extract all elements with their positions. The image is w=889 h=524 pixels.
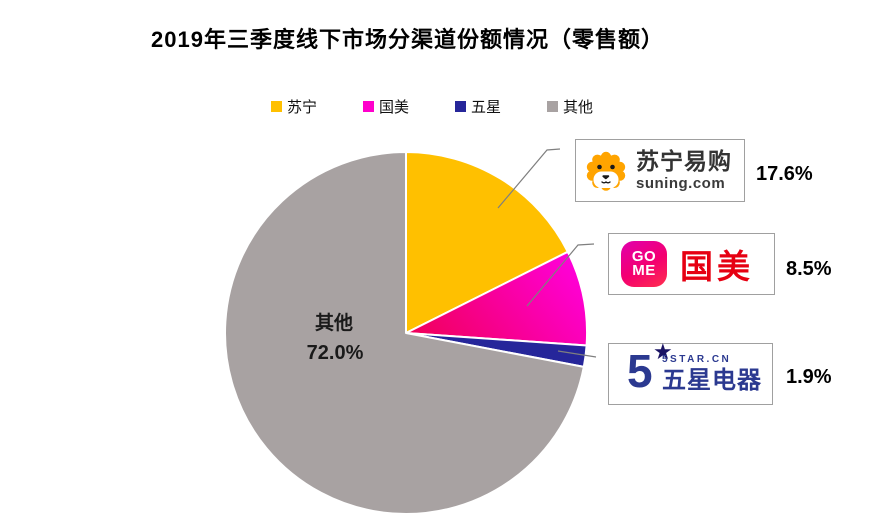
legend-item-五星: 五星	[455, 96, 501, 117]
legend-swatch	[547, 101, 559, 112]
five-star-percent-label: 1.9%	[786, 366, 832, 388]
suning-callout-box: 苏宁易购 suning.com	[575, 139, 745, 202]
other-slice-name-label: 其他	[315, 311, 353, 334]
legend: 苏宁 国美 五星 其他	[0, 96, 864, 117]
gome-logo-wordmark: 国美	[680, 248, 754, 285]
five-star-callout-box: 5 ★ 5STAR.CN 五星电器	[608, 339, 773, 405]
other-slice-value-label: 72.0%	[307, 342, 364, 364]
leader-line-1	[526, 243, 595, 307]
pie-slice-其他	[224, 151, 585, 515]
legend-swatch	[455, 101, 466, 112]
gome-percent-label: 8.5%	[786, 258, 832, 280]
legend-label: 其他	[563, 99, 594, 116]
legend-label: 五星	[471, 99, 502, 116]
suning-lion-icon	[586, 151, 626, 191]
five-star-wordmark: 五星电器	[662, 367, 762, 394]
gome-callout-box: GO ME 国美	[608, 233, 775, 295]
pie-slice-苏宁	[405, 151, 569, 334]
chart-title: 2019年三季度线下市场分渠道份额情况（零售额）	[151, 27, 664, 52]
leader-line-0	[497, 148, 561, 209]
legend-item-苏宁: 苏宁	[270, 96, 317, 117]
five-star-big-digit: 5	[627, 345, 653, 397]
suning-percent-label: 17.6%	[756, 163, 813, 185]
legend-item-其他: 其他	[547, 96, 593, 117]
suning-logo-wordmark: 苏宁易购	[636, 148, 732, 174]
gome-badge-icon: GO ME	[621, 241, 667, 287]
legend-label: 苏宁	[286, 99, 317, 116]
gome-badge-line2: ME	[632, 262, 656, 279]
five-star-domain: 5STAR.CN	[662, 354, 732, 365]
legend-swatch	[270, 101, 282, 112]
legend-swatch	[362, 101, 374, 112]
leader-line-2	[557, 350, 597, 358]
suning-logo-domain: suning.com	[636, 175, 726, 192]
star-icon: ★	[653, 339, 673, 364]
pie-slice-国美	[405, 250, 589, 347]
gome-badge-line1: GO	[631, 248, 657, 265]
legend-label: 国美	[378, 99, 409, 116]
legend-item-国美: 国美	[362, 96, 409, 117]
